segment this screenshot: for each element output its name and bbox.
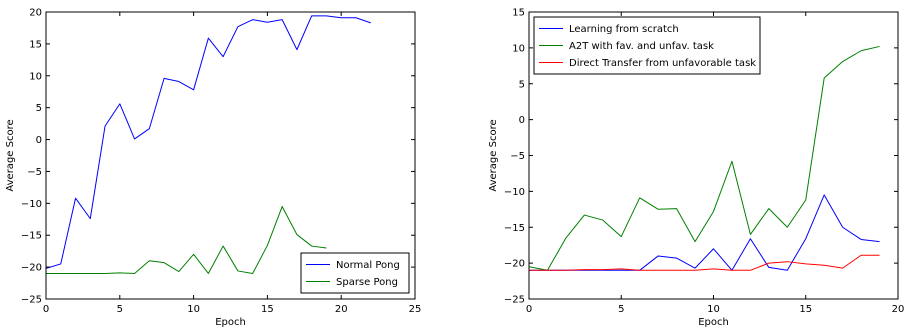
x-tick-label: 5: [117, 304, 123, 315]
y-axis-label: Average Score: [5, 119, 16, 191]
axes-frame: [45, 11, 416, 300]
x-tick-label: 10: [187, 304, 200, 315]
legend: Learning from scratch A2T with fav. and u…: [533, 16, 761, 75]
x-tick-label: 10: [707, 304, 720, 315]
y-tick-label: 0: [36, 135, 42, 146]
legend-label-0: Learning from scratch: [569, 24, 679, 35]
chart-normal-sparse-pong: 0 5 10 15 20 25 −25 −20 −15 −10 −5 0 5 10 15 20 Epoch Ave…: [5, 8, 421, 327]
y-tick-label: −5: [510, 151, 525, 162]
series-line-0: [45, 15, 371, 269]
x-tick-label: 15: [799, 304, 812, 315]
y-tick-label: 5: [519, 79, 525, 90]
y-tick-label: −10: [21, 199, 42, 210]
legend: Normal Pong Sparse Pong: [300, 252, 410, 294]
y-tick-label: 0: [519, 115, 525, 126]
y-tick-label: 15: [512, 8, 525, 19]
y-tick-label: −15: [504, 223, 525, 234]
y-tick-label: 10: [512, 43, 525, 54]
legend-label-2: Direct Transfer from unfavorable task: [569, 58, 756, 69]
y-tick-label: −5: [27, 167, 42, 178]
x-tick-label: 15: [261, 304, 274, 315]
legend-box: [533, 16, 761, 75]
y-tick-label: −10: [504, 187, 525, 198]
x-tick-label: 0: [526, 304, 532, 315]
y-tick-label: −25: [21, 295, 42, 306]
y-tick-label: 15: [29, 39, 42, 50]
y-tick-label: 5: [36, 103, 42, 114]
y-tick-label: −25: [504, 295, 525, 306]
y-tick-label: 20: [29, 8, 42, 19]
y-tick-label: −20: [21, 263, 42, 274]
series-line-1: [528, 45, 880, 271]
legend-label-0: Normal Pong: [336, 260, 400, 271]
x-tick-label: 20: [892, 304, 904, 315]
series-line-1: [46, 206, 327, 274]
legend-label-1: A2T with fav. and unfav. task: [569, 41, 714, 52]
x-axis-label: Epoch: [215, 317, 246, 327]
x-tick-label: 25: [409, 304, 422, 315]
x-tick-label: 0: [43, 304, 49, 315]
y-tick-label: −15: [21, 231, 42, 242]
series-line-0: [529, 194, 880, 271]
y-tick-label: −20: [504, 259, 525, 270]
x-tick-label: 20: [335, 304, 348, 315]
legend-box: [300, 252, 410, 294]
series-line-2: [529, 254, 880, 271]
y-tick-label: 10: [29, 71, 42, 82]
x-tick-label: 5: [618, 304, 624, 315]
legend-label-1: Sparse Pong: [336, 277, 398, 288]
y-axis-label: Average Score: [488, 119, 499, 191]
x-axis-label: Epoch: [698, 317, 729, 327]
chart-transfer-comparison: 0 5 10 15 20 −25 −20 −15 −10 −5 0 5 10 15 Epoch Average…: [488, 8, 904, 327]
